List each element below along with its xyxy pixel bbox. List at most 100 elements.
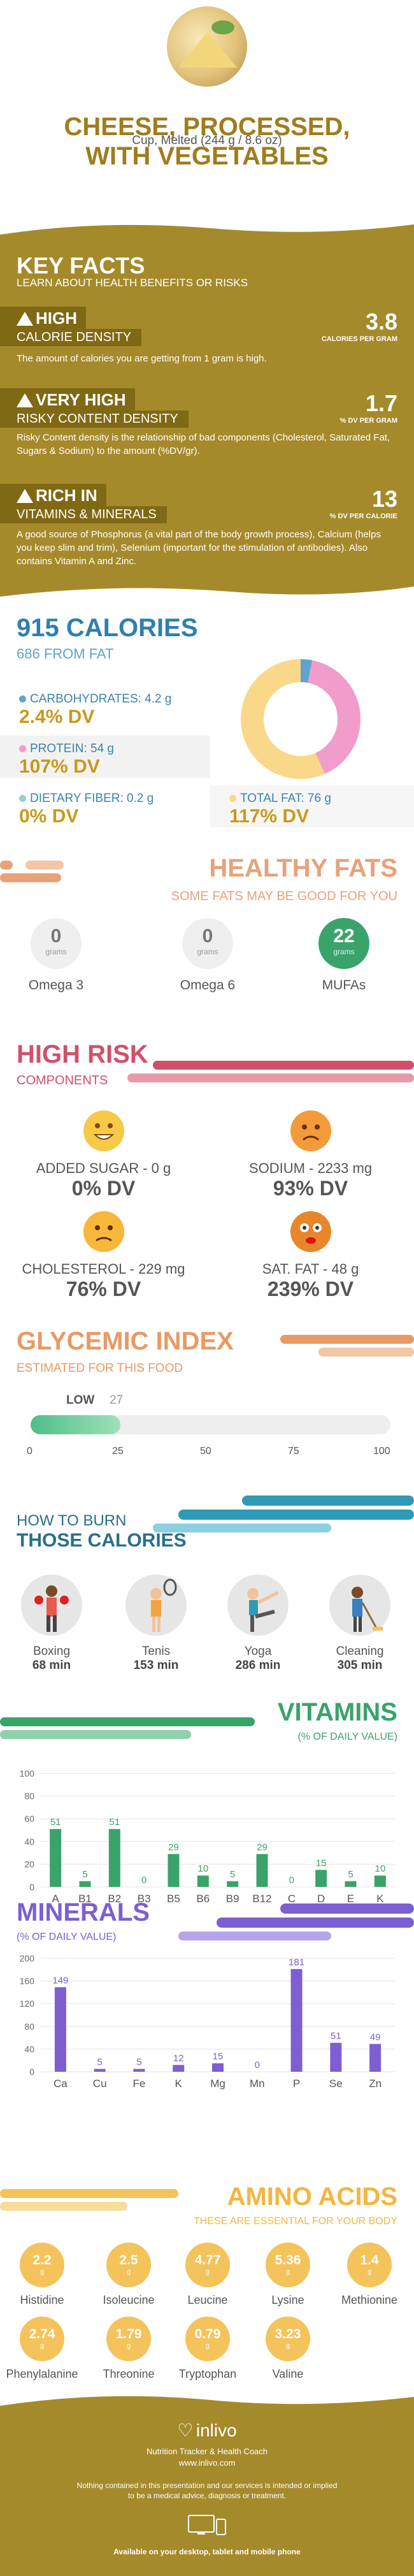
rich-in-level: RICH IN	[36, 486, 97, 505]
fats-stripes	[0, 861, 64, 882]
footer-logo: ♡ inlivo	[177, 2420, 237, 2440]
vitamins-title: VITAMINS	[277, 1698, 397, 1726]
minerals-subtitle: (% OF DAILY VALUE)	[17, 1932, 117, 1942]
mineral-category-label: Mg	[210, 2078, 225, 2090]
mufas-label: MUFAs	[322, 978, 366, 993]
vitamin-value-label: 29	[168, 1842, 179, 1852]
vitamin-ytick-label: 80	[24, 1791, 34, 1801]
footer: ♡ inlivo Nutrition Tracker & Health Coac…	[0, 2388, 414, 2576]
wave-top	[0, 215, 414, 235]
glycemic-subtitle: ESTIMATED FOR THIS FOOD	[17, 1362, 183, 1375]
burn-stripes	[153, 1495, 414, 1532]
mineral-category-label: Ca	[54, 2078, 68, 2090]
vitamin-category-label: B3	[138, 1893, 151, 1905]
mineral-value-label: 149	[52, 1975, 68, 1986]
mineral-bar-ca	[54, 1987, 66, 2072]
mineral-ytick-label: 80	[24, 2021, 34, 2032]
footer-tagline: Nutrition Tracker & Health Coach	[146, 2447, 268, 2456]
mineral-category-label: Fe	[133, 2078, 146, 2090]
mineral-value-label: 5	[136, 2057, 141, 2068]
mineral-value-label: 5	[97, 2057, 102, 2068]
mineral-bar-zn	[369, 2044, 382, 2072]
vitamin-bar-b9	[227, 1881, 239, 1887]
vitamin-category-label: B5	[167, 1893, 180, 1905]
risky-density-value: 1.7	[365, 390, 397, 416]
dizzy-face-icon	[290, 1211, 331, 1252]
vitamin-value-label: 29	[257, 1842, 268, 1852]
fiber-dot	[19, 795, 26, 802]
carbs-dot	[19, 695, 26, 702]
vitamin-category-label: K	[376, 1893, 384, 1905]
risk-stripes	[127, 1061, 414, 1082]
calorie-density-level: HIGH	[36, 309, 77, 328]
vitamin-category-label: A	[52, 1893, 59, 1905]
vitamin-bar-b12	[256, 1854, 268, 1887]
vitamin-value-label: 10	[197, 1863, 208, 1874]
risky-density-level: VERY HIGH	[36, 390, 126, 409]
vitamins-subtitle: (% OF DAILY VALUE)	[297, 1731, 397, 1742]
amino-isoleucine: 2.5 g Isoleucine	[90, 2243, 167, 2307]
amino-stripes	[0, 2189, 178, 2211]
mineral-value-label: 0	[255, 2060, 260, 2070]
exercise-yoga: Yoga 286 min	[217, 1575, 299, 1673]
mineral-bar-p	[290, 1968, 303, 2072]
vitamin-value-label: 10	[375, 1863, 385, 1874]
minerals-title: MINERALS	[17, 1898, 150, 1926]
vitamin-bar-b1	[79, 1881, 91, 1887]
mineral-category-label: P	[293, 2078, 300, 2090]
high-risk-subtitle: COMPONENTS	[17, 1073, 108, 1088]
footer-url[interactable]: www.inlivo.com	[178, 2458, 236, 2468]
mineral-ytick-label: 160	[20, 1976, 35, 1986]
vitamins-stripes	[0, 1717, 255, 1739]
risky-density-unit: % DV PER GRAM	[339, 417, 397, 425]
vitamin-value-label: 0	[141, 1875, 146, 1886]
vitamin-bar-b2	[108, 1829, 120, 1887]
healthy-fats-title: HEALTHY FATS	[209, 854, 397, 882]
mineral-ytick-label: 120	[20, 1998, 35, 2009]
vitamin-bar-b6	[197, 1875, 209, 1887]
sad-face-icon	[290, 1110, 331, 1151]
omega6-label: Omega 6	[180, 978, 236, 993]
vitamin-value-label: 5	[230, 1869, 235, 1880]
mineral-category-label: Cu	[93, 2078, 107, 2090]
macro-protein: PROTEIN: 54 g 107% DV	[0, 736, 210, 778]
macro-donut-chart	[241, 659, 360, 779]
burn-title-1: HOW TO BURN	[17, 1512, 127, 1529]
protein-dot	[19, 745, 26, 752]
amino-tryptophan: 0.79 g Tryptophan	[169, 2317, 246, 2381]
vitamin-bar-e	[345, 1881, 357, 1887]
vitamin-value-label: 5	[82, 1869, 87, 1880]
heart-icon: ♡	[177, 2420, 194, 2440]
donut-slice-fat	[241, 659, 360, 779]
mufas-circle: 22 grams	[318, 918, 369, 969]
glycemic-value: 27	[110, 1394, 124, 1407]
calorie-density-value: 3.8	[365, 309, 397, 335]
key-facts-subtitle: LEARN ABOUT HEALTH BENEFITS OR RISKS	[17, 277, 248, 289]
amino-leucine: 4.77 g Leucine	[169, 2243, 246, 2307]
macro-carbohydrates: CARBOHYDRATES: 4.2 g 2.4% DV	[19, 692, 172, 727]
burn-title-2: THOSE CALORIES	[17, 1530, 187, 1551]
yoga-icon	[227, 1575, 289, 1636]
footer-available: Available on your desktop, tablet and mo…	[113, 2547, 301, 2556]
vitamin-ytick-label: 20	[24, 1859, 34, 1869]
vitamin-value-label: 5	[348, 1869, 353, 1880]
risk-added-sugar: ADDED SUGAR - 0 g 0% DV	[0, 1110, 207, 1200]
amino-histidine: 2.2 g Histidine	[4, 2243, 80, 2307]
glycemic-fill	[31, 1415, 121, 1434]
serving-size: Cup, Melted (244 g / 8.6 oz)	[132, 134, 282, 147]
amino-methionine: 1.4 g Methionine	[331, 2243, 408, 2307]
healthy-fats-subtitle: SOME FATS MAY BE GOOD FOR YOU	[171, 889, 397, 903]
warning-icon	[17, 393, 33, 407]
sad-face-icon	[83, 1211, 124, 1252]
cleaning-icon	[329, 1575, 390, 1636]
omega3-circle: 0 grams	[31, 918, 82, 969]
mineral-bar-mg	[212, 2063, 224, 2072]
calorie-density-label: CALORIE DENSITY	[0, 329, 142, 346]
risk-sat-fat: SAT. FAT - 48 g 239% DV	[207, 1211, 414, 1301]
calorie-density-desc: The amount of calories you are getting f…	[17, 353, 267, 364]
vitamin-category-label: B2	[108, 1893, 121, 1905]
donut-slice-protein	[241, 659, 360, 779]
vitamin-bar-d	[315, 1870, 327, 1887]
vitamin-value-label: 15	[316, 1858, 327, 1868]
